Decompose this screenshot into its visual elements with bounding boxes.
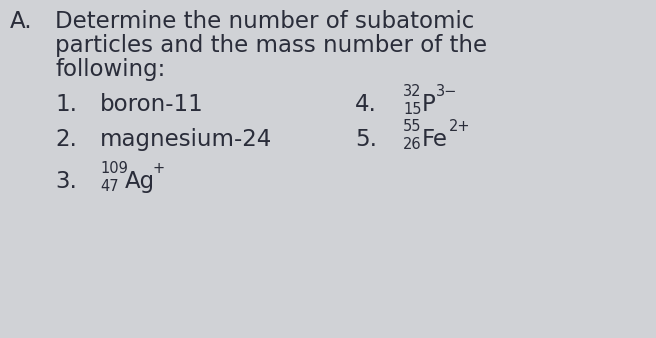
Text: particles and the mass number of the: particles and the mass number of the	[55, 34, 487, 57]
Text: +: +	[153, 161, 165, 176]
Text: 109: 109	[100, 161, 128, 176]
Text: 3−: 3−	[436, 84, 457, 99]
Text: 15: 15	[403, 102, 422, 117]
Text: following:: following:	[55, 58, 165, 81]
Text: 32: 32	[403, 84, 422, 99]
Text: P: P	[422, 93, 436, 116]
Text: 1.: 1.	[55, 93, 77, 116]
Text: 26: 26	[403, 137, 422, 152]
Text: 2.: 2.	[55, 128, 77, 151]
Text: magnesium-24: magnesium-24	[100, 128, 272, 151]
Text: 5.: 5.	[355, 128, 377, 151]
Text: 3.: 3.	[55, 170, 77, 193]
Text: 2+: 2+	[449, 119, 470, 134]
Text: 55: 55	[403, 119, 422, 134]
Text: Ag: Ag	[125, 170, 155, 193]
Text: A.: A.	[10, 10, 33, 33]
Text: boron-11: boron-11	[100, 93, 204, 116]
Text: Determine the number of subatomic: Determine the number of subatomic	[55, 10, 474, 33]
Text: Fe: Fe	[422, 128, 448, 151]
Text: 4.: 4.	[355, 93, 377, 116]
Text: 47: 47	[100, 179, 119, 194]
